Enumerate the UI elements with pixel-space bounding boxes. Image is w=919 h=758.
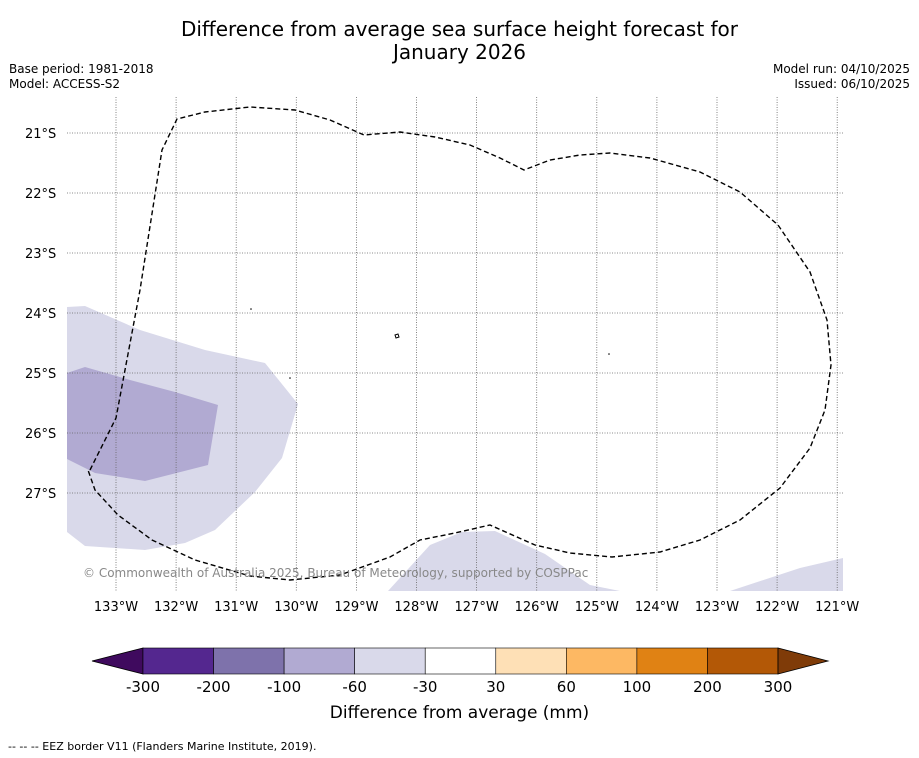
lon-label: 126°W bbox=[515, 600, 559, 615]
base-period: Base period: 1981-2018 bbox=[9, 62, 154, 76]
latitude-labels: 21°S 22°S 23°S 24°S 25°S 26°S 27°S bbox=[25, 127, 56, 502]
lat-label: 24°S bbox=[25, 307, 56, 322]
graticule bbox=[67, 97, 843, 591]
anomaly-shading bbox=[67, 306, 843, 591]
colorbar-segment bbox=[707, 647, 779, 675]
meta-left: Base period: 1981-2018 Model: ACCESS-S2 bbox=[9, 62, 154, 92]
chart-title: Difference from average sea surface heig… bbox=[0, 18, 919, 64]
lat-label: 25°S bbox=[25, 367, 56, 382]
model-run: Model run: 04/10/2025 bbox=[772, 62, 910, 76]
colorbar-tick-label: 100 bbox=[623, 678, 652, 696]
colorbar-segment bbox=[636, 647, 708, 675]
shade-light-southeast bbox=[730, 558, 843, 591]
lon-label: 132°W bbox=[154, 600, 198, 615]
lon-label: 130°W bbox=[274, 600, 318, 615]
lat-label: 26°S bbox=[25, 427, 56, 442]
lat-label: 22°S bbox=[25, 187, 56, 202]
colorbar-segment bbox=[495, 647, 567, 675]
copyright-notice: © Commonwealth of Australia 2025, Bureau… bbox=[83, 566, 588, 580]
colorbar-tick-label: 30 bbox=[486, 678, 505, 696]
eez-legend: -- -- -- EEZ border V11 (Flanders Marine… bbox=[8, 740, 317, 753]
longitude-labels: 133°W 132°W 131°W 130°W 129°W 128°W 127°W 126°W… bbox=[94, 600, 860, 615]
island-mark bbox=[289, 377, 291, 379]
colorbar-extend-high bbox=[777, 647, 830, 675]
lon-label: 123°W bbox=[695, 600, 739, 615]
colorbar-segment bbox=[142, 647, 214, 675]
colorbar-segment bbox=[283, 647, 355, 675]
lon-label: 131°W bbox=[214, 600, 258, 615]
lon-label: 129°W bbox=[334, 600, 378, 615]
lon-label: 121°W bbox=[815, 600, 859, 615]
colorbar-tick-label: -60 bbox=[342, 678, 367, 696]
colorbar-tick-label: -200 bbox=[197, 678, 231, 696]
lon-label: 128°W bbox=[394, 600, 438, 615]
islands bbox=[250, 308, 610, 379]
island-mark bbox=[250, 308, 252, 310]
shade-mid-west bbox=[67, 367, 218, 481]
lon-label: 133°W bbox=[94, 600, 138, 615]
colorbar-segment bbox=[424, 647, 497, 675]
issued-date: Issued: 06/10/2025 bbox=[794, 77, 910, 91]
lat-label: 23°S bbox=[25, 247, 56, 262]
colorbar-tick-label: 60 bbox=[557, 678, 576, 696]
colorbar-tick-label: 300 bbox=[764, 678, 793, 696]
lat-label: 27°S bbox=[25, 487, 56, 502]
colorbar-segment bbox=[213, 647, 285, 675]
lon-label: 124°W bbox=[635, 600, 679, 615]
lon-label: 127°W bbox=[455, 600, 499, 615]
island-mark bbox=[608, 353, 610, 355]
island-mark bbox=[394, 333, 400, 339]
lon-label: 125°W bbox=[575, 600, 619, 615]
colorbar-tick-label: 200 bbox=[693, 678, 722, 696]
eez-border bbox=[87, 106, 832, 581]
colorbar-segment bbox=[566, 647, 638, 675]
model-name: Model: ACCESS-S2 bbox=[9, 77, 121, 91]
lon-label: 122°W bbox=[755, 600, 799, 615]
colorbar-tick-label: -100 bbox=[267, 678, 301, 696]
colorbar-extend-low bbox=[91, 647, 144, 675]
title-line-2: January 2026 bbox=[392, 40, 527, 64]
colorbar-tick-label: -30 bbox=[413, 678, 438, 696]
lat-label: 21°S bbox=[25, 127, 56, 142]
shade-light-south bbox=[388, 531, 620, 591]
title-line-1: Difference from average sea surface heig… bbox=[180, 17, 739, 41]
colorbar-label: Difference from average (mm) bbox=[329, 703, 590, 723]
colorbar: -300 -200 -100 -60 -30 30 60 100 200 300 bbox=[91, 647, 830, 696]
colorbar-tick-label: -300 bbox=[126, 678, 160, 696]
meta-right: Model run: 04/10/2025 Issued: 06/10/2025 bbox=[773, 62, 910, 92]
colorbar-segment bbox=[354, 647, 426, 675]
